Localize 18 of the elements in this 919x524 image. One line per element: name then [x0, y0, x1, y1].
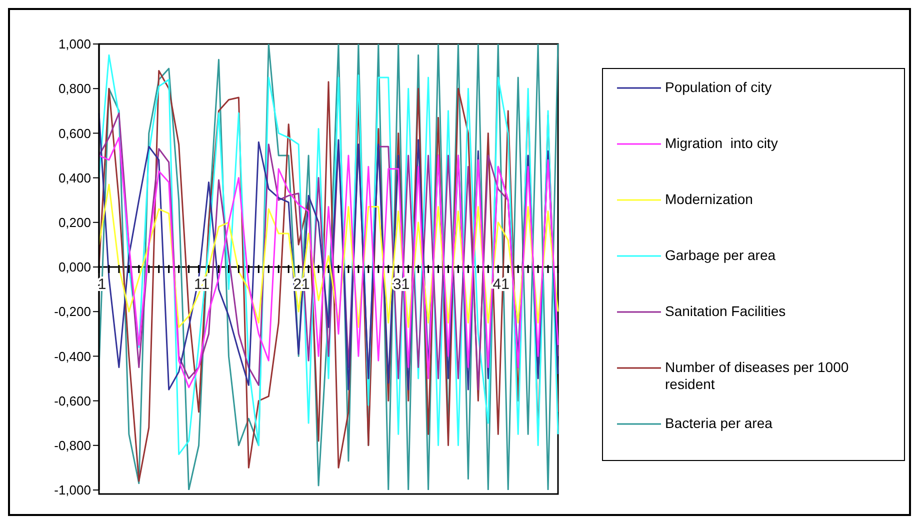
- y-tick-label: -1,000: [54, 482, 91, 498]
- legend-label: Bacteria per area: [665, 415, 774, 432]
- y-tick-label: 0,800: [58, 81, 91, 96]
- y-tick-label: -0,800: [54, 438, 91, 454]
- legend-label: Number of diseases per 1000 resident: [665, 359, 850, 393]
- legend-label: Garbage per area: [665, 247, 777, 264]
- y-tick-label: -0,200: [54, 304, 91, 320]
- legend-label: Population of city: [665, 79, 773, 96]
- legend-label: Modernization: [665, 191, 754, 208]
- y-tick-label: -0,400: [54, 348, 91, 364]
- y-tick-label: 1,000: [58, 36, 91, 52]
- y-tick-label: 0,000: [58, 260, 91, 275]
- legend-label: Migration into city: [665, 135, 779, 152]
- y-tick-label: -0,600: [54, 393, 91, 408]
- y-tick-label: 0,400: [58, 170, 91, 186]
- legend-label: Sanitation Facilities: [665, 303, 787, 320]
- y-tick-label: 0,600: [58, 126, 91, 141]
- y-tick-label: 0,200: [58, 215, 91, 230]
